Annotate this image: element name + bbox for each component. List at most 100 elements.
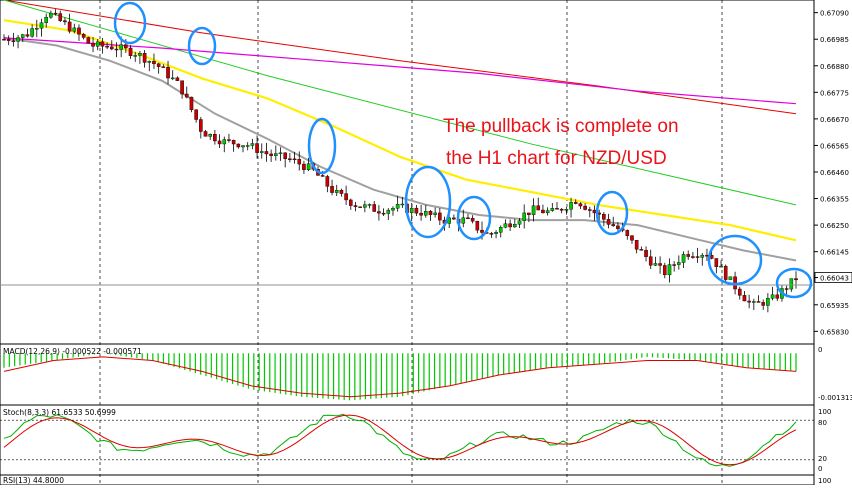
candle-body [250,143,255,146]
ma-red [3,0,797,115]
candle-body [288,158,292,160]
candle-body [25,34,30,37]
candle-body [124,44,128,49]
candle-body [719,265,723,268]
candle-body [30,28,34,37]
candle-body [372,204,377,212]
candle-body [723,265,728,280]
candle-body [77,27,81,35]
candle-body [578,203,583,207]
candle-body [166,66,170,79]
macd-pane-frame [0,343,815,406]
stoch-tick-80: 80 [818,419,827,427]
candle-body [480,229,484,233]
price-axis: 0.67090 0.66985 0.66880 0.66775 0.66670 0.665… [814,10,852,336]
candle-body [752,301,756,303]
candle-body [630,235,634,241]
ma-green [3,0,797,206]
macd-tick-low: -0.001313 [818,394,852,402]
price-tick-label-12: 0.65830 [820,328,849,336]
candle-body [508,223,512,228]
candle-body [470,217,475,222]
candle-body [161,66,166,68]
candle-body [142,53,147,63]
candle-body [170,77,175,80]
candle-body [58,13,63,21]
candle-body [114,48,119,51]
candle-body [606,219,611,225]
price-tick-label-11: 0.65935 [820,302,849,310]
candle-body [419,212,423,216]
price-tick-label-9: 0.66145 [820,249,849,257]
highlight-ellipse-7 [775,267,813,299]
candle-body [728,276,733,280]
candle-body [494,232,498,234]
candle-body [644,250,648,257]
candle-body [16,37,20,42]
price-tick-label-3: 0.66775 [820,89,849,97]
candle-body [452,217,456,220]
candle-body [513,224,517,228]
candle-body [203,131,208,137]
price-tick-label-5: 0.66565 [820,142,849,150]
candle-body [189,96,194,110]
candle-body [297,159,302,165]
candle-body [199,119,203,132]
price-tick-label-0: 0.67090 [820,10,849,18]
macd-tick-zero: 0 [818,346,822,354]
candle-body [438,212,442,221]
stoch-tick-0: 0 [818,465,822,473]
candle-body [208,134,213,137]
candle-body [100,41,105,47]
highlight-ellipse-2 [307,117,337,175]
candle-body [639,249,644,251]
candle-body [95,41,100,47]
candle-body [691,256,695,258]
candle-body [320,175,325,177]
candle-body [353,205,358,207]
candle-body [194,109,198,120]
candle-body [217,140,222,145]
candle-body [569,202,573,210]
candle-body [119,44,123,50]
candle-body [72,27,77,32]
candle-body [63,20,67,23]
candle-body [377,211,381,214]
candle-body [339,189,344,194]
candle-body [466,217,470,220]
candle-body [423,211,428,216]
candle-body [700,254,705,258]
candle-body [20,34,25,38]
candle-body [475,221,480,231]
stoch-tick-100: 100 [818,408,831,416]
candle-body [461,217,466,224]
candle-body [667,264,672,276]
candle-body [231,140,236,145]
candle-body [386,209,391,214]
candle-body [156,63,161,67]
candle-body [367,204,372,206]
candle-body [583,205,587,210]
candle-body [306,163,311,170]
highlight-ellipse-1 [187,26,217,66]
moving-averages [3,0,797,262]
candle-body [128,47,133,56]
candle-body [789,278,794,290]
candle-body [592,209,597,214]
candle-body [325,176,330,187]
candle-body [2,39,6,41]
candle-body [330,186,334,193]
candle-body [152,61,156,65]
rsi-tick-100: 100 [818,477,831,485]
candle-body [611,224,616,227]
candle-body [737,288,742,296]
stoch-tick-20: 20 [818,455,827,463]
candle-body [67,21,72,32]
stoch-lines [0,413,814,467]
candle-body [269,153,273,156]
price-tick-label-8: 0.66250 [820,222,849,230]
stoch-main-line [3,413,797,467]
price-tick-label-4: 0.66670 [820,116,849,124]
candle-body [138,53,142,56]
